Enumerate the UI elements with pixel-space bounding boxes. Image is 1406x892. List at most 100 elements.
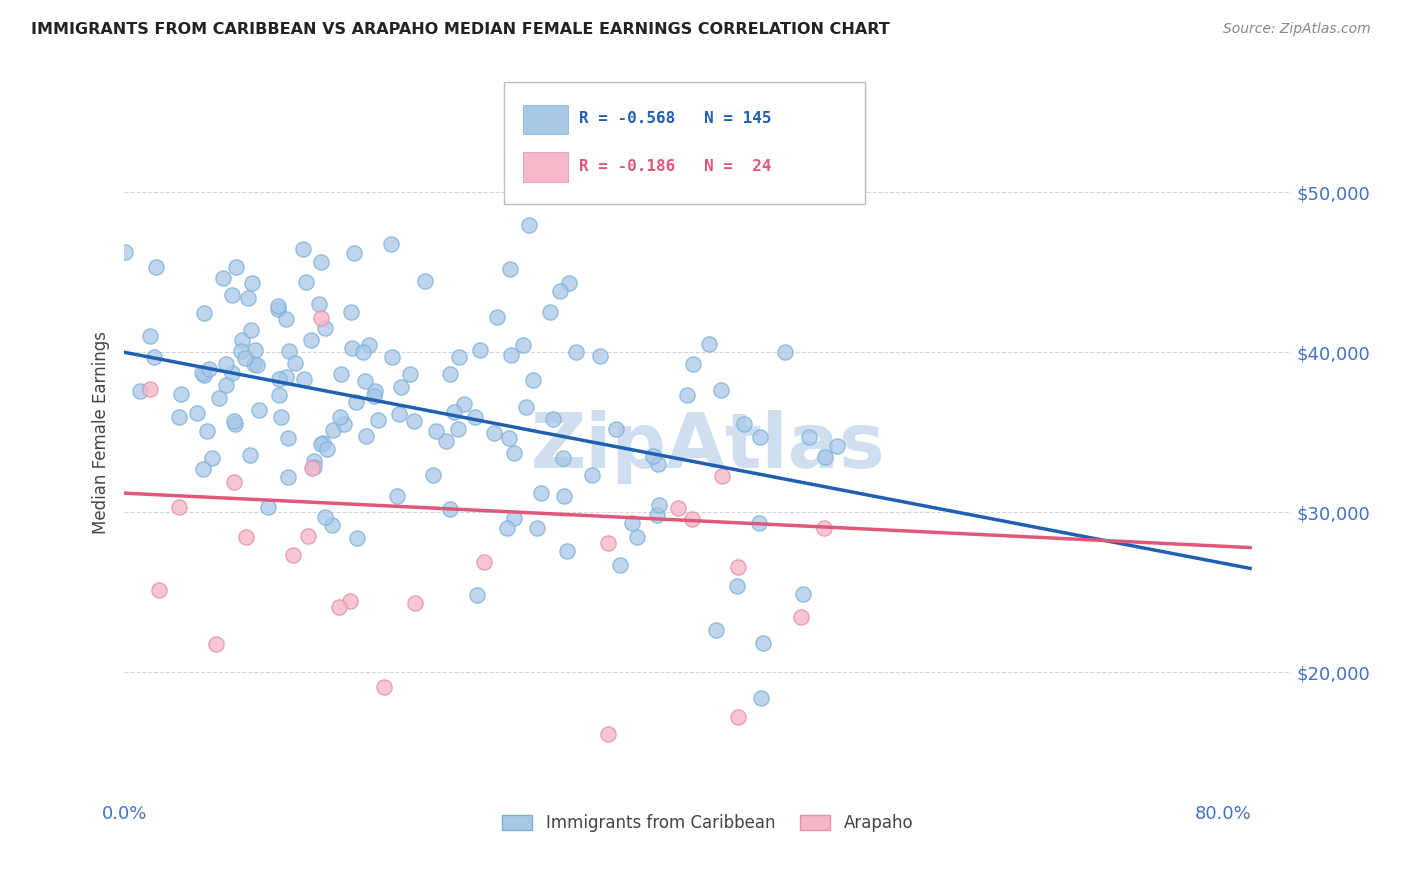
Point	[352, 344, 374, 359]
Text: ZipAtlas: ZipAtlas	[530, 410, 884, 484]
Y-axis label: Median Female Earnings: Median Female Earnings	[93, 331, 110, 533]
Point	[501, 348, 523, 362]
Point	[221, 288, 243, 302]
Point	[404, 596, 426, 610]
Point	[193, 305, 215, 319]
Point	[364, 384, 387, 399]
Point	[565, 344, 588, 359]
Point	[309, 255, 332, 269]
Point	[295, 276, 318, 290]
Point	[380, 237, 402, 252]
Point	[346, 531, 368, 545]
Point	[641, 449, 664, 463]
FancyBboxPatch shape	[523, 153, 568, 182]
Point	[142, 351, 165, 365]
Point	[498, 431, 520, 445]
Point	[277, 431, 299, 445]
Point	[333, 417, 356, 432]
Point	[792, 587, 814, 601]
Point	[620, 516, 643, 531]
Point	[526, 520, 548, 534]
Point	[321, 518, 343, 533]
Point	[328, 600, 350, 615]
Point	[704, 623, 727, 637]
Point	[169, 410, 191, 425]
Point	[167, 500, 190, 514]
Point	[269, 372, 291, 386]
Point	[191, 462, 214, 476]
Point	[145, 260, 167, 274]
Point	[191, 366, 214, 380]
Point	[314, 510, 336, 524]
Point	[170, 386, 193, 401]
Point	[186, 406, 208, 420]
Point	[727, 710, 749, 724]
Point	[221, 366, 243, 380]
Point	[470, 343, 492, 357]
Point	[200, 451, 222, 466]
Point	[270, 410, 292, 425]
FancyBboxPatch shape	[503, 82, 865, 204]
Point	[385, 489, 408, 503]
Text: R = -0.568   N = 145: R = -0.568 N = 145	[579, 112, 772, 126]
Point	[543, 412, 565, 426]
Point	[284, 356, 307, 370]
Point	[596, 727, 619, 741]
Point	[681, 512, 703, 526]
Point	[486, 310, 509, 325]
Point	[557, 276, 579, 290]
Point	[235, 530, 257, 544]
Point	[291, 242, 314, 256]
Point	[827, 440, 849, 454]
Point	[139, 329, 162, 343]
Point	[422, 467, 444, 482]
Point	[748, 516, 770, 530]
Point	[225, 260, 247, 275]
Point	[515, 400, 537, 414]
Point	[626, 530, 648, 544]
Point	[308, 297, 330, 311]
Point	[148, 582, 170, 597]
Point	[645, 508, 668, 523]
Point	[648, 498, 671, 512]
Point	[797, 430, 820, 444]
Point	[353, 374, 375, 388]
Point	[553, 451, 575, 466]
Point	[425, 424, 447, 438]
Point	[589, 349, 612, 363]
Point	[790, 609, 813, 624]
Point	[195, 425, 218, 439]
Point	[503, 446, 526, 460]
Point	[682, 357, 704, 371]
Point	[596, 536, 619, 550]
Point	[609, 558, 631, 573]
Point	[512, 338, 534, 352]
Text: R = -0.186   N =  24: R = -0.186 N = 24	[579, 159, 772, 174]
Point	[647, 458, 669, 472]
Point	[727, 560, 749, 574]
Point	[472, 555, 495, 569]
Point	[224, 475, 246, 489]
Point	[343, 246, 366, 260]
Point	[292, 372, 315, 386]
Point	[208, 392, 231, 406]
Point	[239, 323, 262, 337]
Point	[354, 429, 377, 443]
Point	[749, 690, 772, 705]
Point	[517, 218, 540, 232]
Point	[439, 368, 461, 382]
FancyBboxPatch shape	[523, 104, 568, 134]
Point	[548, 285, 571, 299]
Point	[114, 244, 136, 259]
Point	[697, 337, 720, 351]
Point	[725, 579, 748, 593]
Point	[453, 397, 475, 411]
Point	[231, 333, 253, 347]
Point	[814, 450, 837, 464]
Point	[309, 310, 332, 325]
Point	[138, 382, 160, 396]
Point	[204, 637, 226, 651]
Point	[329, 410, 352, 425]
Point	[530, 486, 553, 500]
Point	[330, 367, 353, 381]
